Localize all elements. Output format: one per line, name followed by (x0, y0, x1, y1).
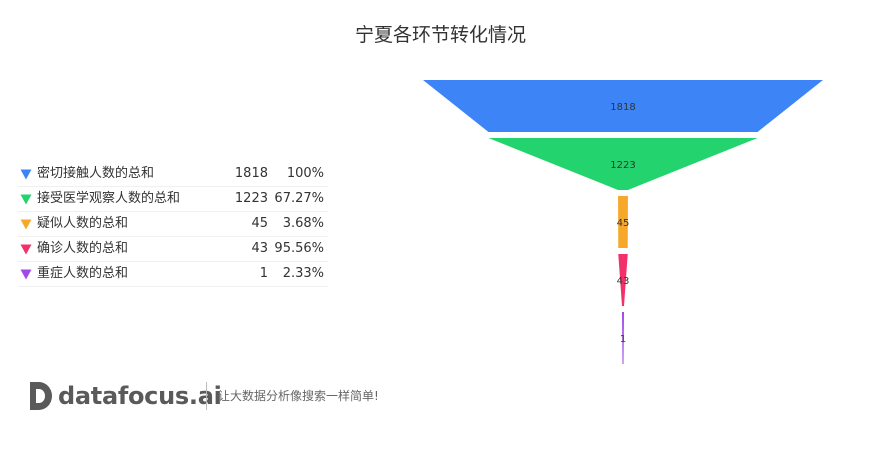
funnel-data-label: 43 (617, 276, 630, 287)
brand-name: datafocus.ai (58, 382, 222, 410)
legend-item[interactable]: 疑似人数的总和 45 3.68% (18, 212, 328, 237)
funnel-segment[interactable] (618, 254, 628, 306)
legend-value: 1223 (234, 191, 268, 206)
funnel-segment[interactable] (423, 80, 823, 132)
legend-percentage: 2.33% (282, 266, 324, 281)
legend-percentage: 3.68% (282, 216, 324, 231)
legend-percentage: 95.56% (274, 241, 324, 256)
legend-label: 接受医学观察人数的总和 (37, 191, 181, 206)
legend-value: 1818 (234, 166, 268, 181)
legend-marker-icon (20, 244, 32, 255)
legend-percentage: 67.27% (274, 191, 324, 206)
legend-marker-icon (20, 194, 32, 205)
legend-value: 43 (251, 241, 268, 256)
funnel-data-label: 45 (617, 218, 630, 229)
legend-item[interactable]: 密切接触人数的总和 1818 100% (18, 162, 328, 187)
chart-title: 宁夏各环节转化情况 (354, 24, 526, 46)
funnel-data-label: 1223 (610, 160, 635, 171)
legend-value: 1 (259, 266, 268, 281)
datafocus-logo-icon (30, 382, 52, 410)
funnel-segment[interactable] (618, 196, 628, 248)
legend-value: 45 (251, 216, 268, 231)
legend-label: 重症人数的总和 (37, 266, 129, 281)
funnel-segment[interactable] (488, 138, 758, 190)
legend-item[interactable]: 确诊人数的总和 43 95.56% (18, 237, 328, 262)
funnel-data-label: 1 (620, 334, 626, 345)
funnel-segment[interactable] (622, 312, 624, 364)
slogan: 让大数据分析像搜索一样简单! (218, 389, 379, 403)
legend-label: 密切接触人数的总和 (37, 166, 155, 181)
legend-label: 疑似人数的总和 (37, 216, 129, 231)
legend-marker-icon (20, 169, 32, 180)
funnel-data-label: 1818 (610, 102, 635, 113)
legend: 密切接触人数的总和 1818 100% 接受医学观察人数的总和 1223 67.27% 疑似… (18, 162, 328, 287)
legend-marker-icon (20, 269, 32, 280)
legend-percentage: 100% (286, 166, 324, 181)
legend-item[interactable]: 重症人数的总和 1 2.33% (18, 262, 328, 287)
legend-label: 确诊人数的总和 (37, 241, 129, 256)
logo-divider (206, 382, 207, 410)
legend-marker-icon (20, 219, 32, 230)
legend-item[interactable]: 接受医学观察人数的总和 1223 67.27% (18, 187, 328, 212)
